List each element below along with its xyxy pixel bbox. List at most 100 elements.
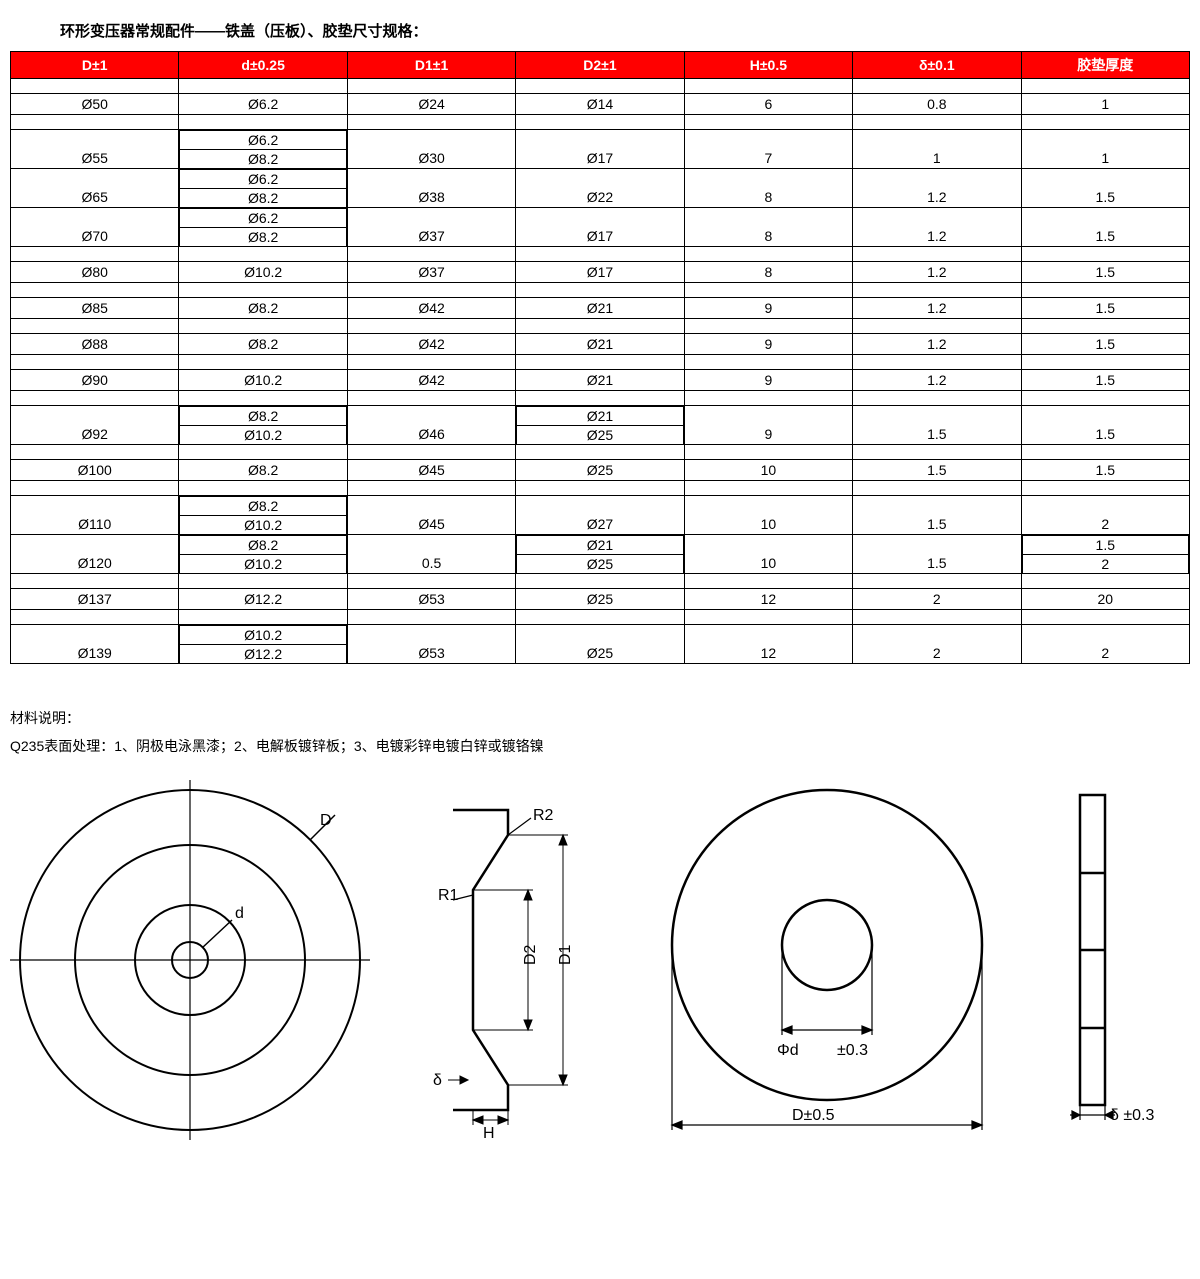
table-cell: 1.5 (1021, 370, 1189, 391)
table-cell: Ø8.2 (179, 460, 347, 481)
spacer-cell (516, 247, 684, 262)
spacer-cell (1021, 391, 1189, 406)
table-cell: Ø17 (516, 130, 684, 169)
label-D2: D2 (522, 944, 539, 965)
spacer-cell (853, 319, 1021, 334)
spacer-cell (11, 319, 179, 334)
table-cell: 1.2 (853, 262, 1021, 283)
spacer-cell (11, 481, 179, 496)
table-cell: Ø46 (347, 406, 515, 445)
col-header: 胶垫厚度 (1021, 52, 1189, 79)
spacer-cell (347, 445, 515, 460)
spacer-cell (347, 115, 515, 130)
table-cell: Ø53 (347, 625, 515, 664)
table-cell: Ø8.2 (179, 334, 347, 355)
notes: 材料说明： Q235表面处理：1、阴极电泳黑漆；2、电解板镀锌板；3、电镀彩锌电… (10, 704, 1190, 760)
table-cell: 9 (684, 334, 852, 355)
table-cell: Ø80 (11, 262, 179, 283)
spacer-cell (347, 79, 515, 94)
spacer-cell (347, 574, 515, 589)
table-cell: Ø25 (516, 589, 684, 610)
label-phi-d: Φd (777, 1042, 799, 1059)
spacer-cell (1021, 574, 1189, 589)
table-cell: Ø6.2Ø8.2 (179, 130, 347, 169)
table-cell: Ø42 (347, 370, 515, 391)
table-cell: Ø120 (11, 535, 179, 574)
spec-table: D±1d±0.25D1±1D2±1H±0.5δ±0.1胶垫厚度 Ø50Ø6.2Ø… (10, 51, 1190, 664)
table-cell: 6 (684, 94, 852, 115)
table-row: Ø92Ø8.2Ø10.2Ø46Ø21Ø2591.51.5 (11, 406, 1190, 445)
spacer-cell (684, 610, 852, 625)
spacer-cell (1021, 247, 1189, 262)
spacer-cell (853, 355, 1021, 370)
table-cell: Ø21Ø25 (516, 535, 684, 574)
table-cell: 1.5 (1021, 262, 1189, 283)
spacer-cell (853, 115, 1021, 130)
table-cell: Ø137 (11, 589, 179, 610)
table-cell: 10 (684, 535, 852, 574)
table-cell: 10 (684, 460, 852, 481)
spacer-cell (684, 355, 852, 370)
table-row: Ø50Ø6.2Ø24Ø1460.81 (11, 94, 1190, 115)
table-cell: 1.2 (853, 334, 1021, 355)
notes-body: Q235表面处理：1、阴极电泳黑漆；2、电解板镀锌板；3、电镀彩锌电镀白锌或镀铬… (10, 732, 1190, 760)
col-header: D1±1 (347, 52, 515, 79)
table-cell: 1 (853, 130, 1021, 169)
table-cell: Ø65 (11, 169, 179, 208)
table-cell: Ø10.2 (179, 370, 347, 391)
table-cell: 1.2 (853, 208, 1021, 247)
table-cell: Ø14 (516, 94, 684, 115)
table-cell: Ø42 (347, 298, 515, 319)
label-H: H (483, 1125, 495, 1140)
spacer-cell (11, 79, 179, 94)
table-row: Ø55Ø6.2Ø8.2Ø30Ø17711 (11, 130, 1190, 169)
table-cell: 1.5 (853, 406, 1021, 445)
diagram-top-view: D d (10, 780, 370, 1140)
spacer-cell (179, 391, 347, 406)
table-cell: 8 (684, 208, 852, 247)
label-dtol: δ ±0.3 (1110, 1107, 1154, 1124)
table-cell: Ø88 (11, 334, 179, 355)
table-cell: 1.5 (1021, 406, 1189, 445)
table-cell: Ø10.2 (179, 262, 347, 283)
spacer-cell (516, 391, 684, 406)
notes-title: 材料说明： (10, 704, 1190, 732)
page-title: 环形变压器常规配件——铁盖（压板）、胶垫尺寸规格： (60, 20, 1190, 41)
col-header: D2±1 (516, 52, 684, 79)
spacer-cell (1021, 319, 1189, 334)
table-cell: Ø8.2 (179, 298, 347, 319)
table-cell: Ø50 (11, 94, 179, 115)
table-cell: Ø8.2Ø10.2 (179, 496, 347, 535)
spacer-cell (516, 445, 684, 460)
col-header: d±0.25 (179, 52, 347, 79)
spacer-cell (853, 610, 1021, 625)
table-cell: 8 (684, 169, 852, 208)
table-cell: Ø85 (11, 298, 179, 319)
spacer-cell (347, 481, 515, 496)
spacer-cell (179, 79, 347, 94)
spacer-cell (1021, 445, 1189, 460)
table-cell: 1.5 (853, 460, 1021, 481)
table-row: Ø100Ø8.2Ø45Ø25101.51.5 (11, 460, 1190, 481)
table-cell: Ø92 (11, 406, 179, 445)
table-row: Ø88Ø8.2Ø42Ø2191.21.5 (11, 334, 1190, 355)
spacer-cell (179, 247, 347, 262)
table-row: Ø80Ø10.2Ø37Ø1781.21.5 (11, 262, 1190, 283)
table-row: Ø90Ø10.2Ø42Ø2191.21.5 (11, 370, 1190, 391)
spacer-cell (11, 391, 179, 406)
spacer-cell (853, 574, 1021, 589)
spacer-cell (179, 481, 347, 496)
table-cell: Ø8.2Ø10.2 (179, 535, 347, 574)
table-cell: Ø21Ø25 (516, 406, 684, 445)
table-cell: 1.5 (1021, 169, 1189, 208)
spacer-cell (11, 247, 179, 262)
diagrams: D d (10, 780, 1190, 1140)
table-cell: 1.52 (1021, 535, 1189, 574)
table-cell: 1.5 (1021, 208, 1189, 247)
diagram-pad-side: δ ±0.3 (1050, 780, 1190, 1140)
spacer-cell (684, 115, 852, 130)
table-cell: 12 (684, 589, 852, 610)
label-Dtol: D±0.5 (792, 1107, 835, 1124)
table-cell: 2 (853, 625, 1021, 664)
table-cell: 2 (1021, 625, 1189, 664)
